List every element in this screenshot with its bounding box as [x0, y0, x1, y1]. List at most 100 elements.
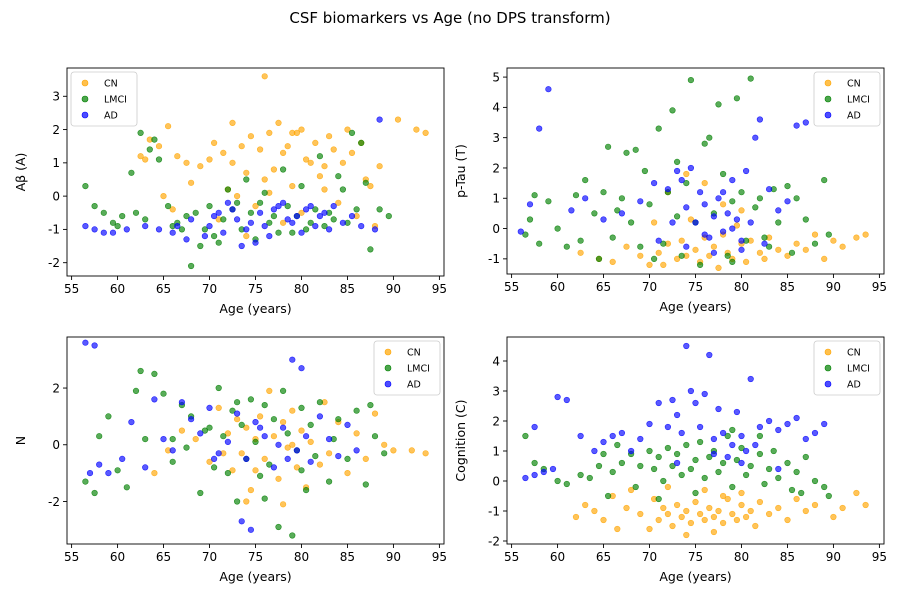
data-point-lmci	[742, 471, 750, 479]
data-point-lmci	[798, 489, 805, 497]
data-point-ad	[563, 396, 570, 404]
data-point-lmci	[96, 433, 103, 440]
data-point-lmci	[536, 240, 543, 247]
data-point-lmci	[637, 462, 644, 470]
data-point-lmci	[169, 436, 176, 443]
data-point-ad	[687, 164, 695, 172]
data-point-cn	[224, 430, 231, 437]
data-point-lmci	[683, 441, 690, 449]
y-tick-label: -1	[488, 252, 500, 266]
data-point-lmci	[646, 201, 653, 208]
data-point-ad	[701, 390, 708, 398]
data-point-cn	[830, 237, 837, 244]
data-point-lmci	[321, 223, 328, 230]
data-point-ad	[270, 206, 278, 213]
data-point-cn	[307, 159, 314, 166]
data-point-lmci	[756, 432, 764, 440]
legend-marker-ad	[824, 111, 832, 119]
data-point-ad	[201, 233, 208, 240]
data-point-lmci	[706, 453, 713, 461]
y-tick-label: 0	[52, 189, 60, 203]
data-point-ad	[316, 413, 324, 420]
data-point-ad	[747, 375, 754, 383]
data-point-ad	[358, 223, 365, 230]
data-point-lmci	[526, 216, 534, 223]
y-axis-label: Aβ (A)	[13, 153, 28, 192]
data-point-cn	[802, 246, 809, 253]
data-point-ad	[738, 432, 745, 440]
data-point-cn	[206, 458, 213, 465]
data-point-ad	[517, 228, 524, 235]
data-point-ad	[344, 421, 351, 429]
data-point-lmci	[183, 444, 190, 451]
data-point-cn	[192, 436, 199, 443]
y-tick-label: 0	[52, 438, 60, 452]
x-tick-label: 75	[248, 550, 263, 564]
data-point-ad	[719, 429, 727, 437]
data-point-lmci	[206, 424, 213, 431]
data-point-cn	[280, 419, 287, 426]
data-point-ad	[243, 226, 250, 233]
data-point-lmci	[197, 242, 204, 250]
data-point-lmci	[91, 203, 98, 210]
data-point-cn	[169, 206, 176, 213]
data-point-ad	[715, 405, 722, 413]
data-point-cn	[252, 467, 259, 474]
data-point-ad	[531, 423, 538, 431]
x-tick-label: 90	[826, 550, 841, 564]
data-point-cn	[390, 447, 397, 454]
data-point-cn	[243, 424, 250, 431]
data-point-lmci	[307, 421, 314, 429]
data-point-lmci	[188, 262, 195, 270]
data-point-cn	[701, 486, 708, 494]
data-point-lmci	[687, 465, 695, 473]
data-point-cn	[394, 116, 402, 123]
data-point-ad	[545, 86, 552, 93]
data-point-lmci	[234, 498, 241, 505]
data-point-cn	[678, 237, 685, 244]
data-point-ad	[275, 203, 282, 210]
x-tick-label: 75	[248, 282, 263, 296]
data-point-cn	[376, 163, 383, 170]
data-point-ad	[692, 219, 699, 226]
data-point-cn	[206, 156, 213, 163]
y-tick-label: 1	[492, 192, 500, 206]
data-point-lmci	[197, 489, 204, 497]
data-point-ad	[326, 436, 333, 443]
data-point-ad	[724, 453, 731, 461]
data-point-lmci	[298, 467, 305, 474]
data-point-cn	[270, 166, 278, 173]
legend-label-cn: CN	[407, 348, 421, 359]
data-point-lmci	[132, 387, 140, 395]
legend-label-cn: CN	[847, 348, 861, 359]
data-point-cn	[381, 441, 388, 448]
data-point-lmci	[275, 229, 282, 236]
x-axis-label: Age (years)	[659, 569, 731, 584]
data-point-cn	[422, 450, 429, 457]
data-point-lmci	[591, 210, 598, 217]
data-point-ad	[293, 447, 301, 454]
data-point-lmci	[114, 223, 121, 230]
legend: CN LMCI AD	[373, 340, 441, 396]
data-point-lmci	[572, 192, 580, 199]
data-point-cn	[284, 444, 291, 451]
data-point-lmci	[595, 255, 603, 263]
legend-marker-cn	[824, 79, 832, 87]
data-point-ad	[775, 426, 782, 434]
figure-title: CSF biomarkers vs Age (no DPS transform)	[289, 9, 611, 27]
data-point-ad	[673, 459, 681, 467]
data-point-lmci	[724, 432, 731, 440]
legend-label-lmci: LMCI	[847, 95, 870, 106]
data-point-lmci	[91, 489, 98, 497]
data-point-lmci	[655, 125, 662, 132]
data-point-lmci	[284, 430, 291, 437]
data-point-lmci	[701, 474, 708, 482]
data-point-lmci	[247, 396, 254, 403]
x-tick-label: 85	[340, 282, 355, 296]
x-tick-label: 95	[432, 282, 447, 296]
data-point-lmci	[618, 195, 626, 202]
data-point-cn	[270, 433, 278, 440]
data-point-lmci	[206, 203, 213, 210]
data-point-cn	[765, 510, 773, 518]
